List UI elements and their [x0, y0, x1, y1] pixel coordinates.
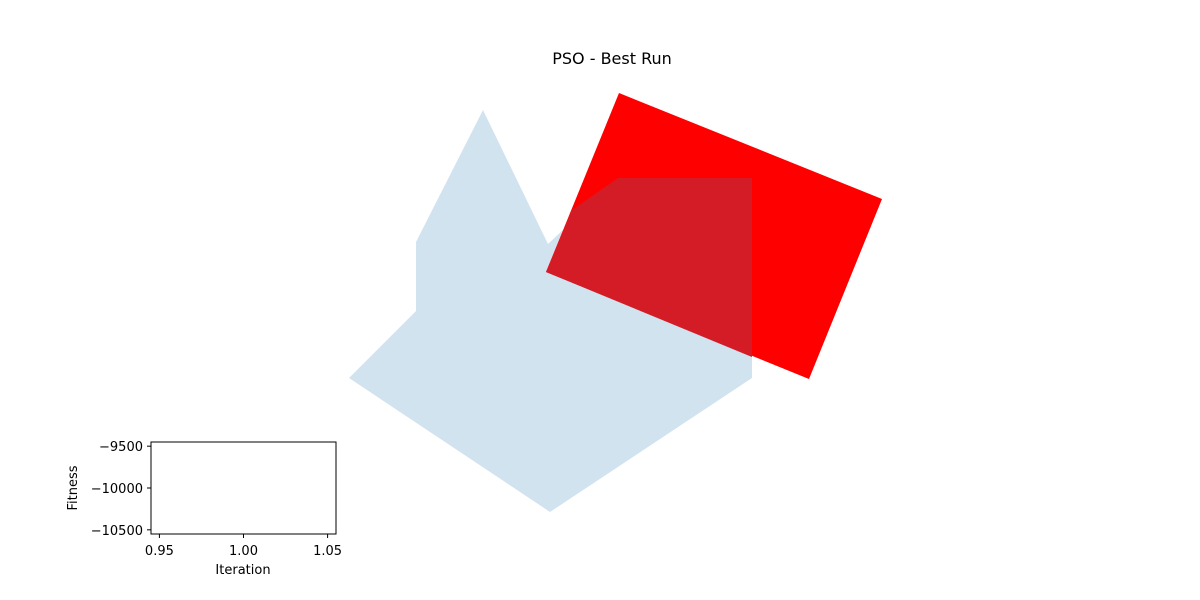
- inset-y-tick-label: −9500: [99, 440, 143, 455]
- region-overlap: [546, 178, 752, 357]
- inset-x-tick-label: 1.00: [229, 544, 258, 559]
- main-panel: [349, 93, 882, 512]
- inset-tick-group: 0.95 1.00 1.05 −9500 −10000 −10500: [91, 440, 342, 559]
- inset-x-axis-label: Iteration: [215, 563, 270, 578]
- inset-y-tick-label: −10000: [91, 482, 143, 497]
- inset-y-axis-label: Fitness: [66, 465, 81, 510]
- inset-y-tick-label: −10500: [91, 524, 143, 539]
- inset-x-tick-label: 1.05: [313, 544, 342, 559]
- fitness-inset: 0.95 1.00 1.05−9500−10000−10500 Iteration …: [66, 440, 342, 578]
- figure-title: PSO - Best Run: [552, 49, 672, 68]
- inset-x-tick-label: 0.95: [145, 544, 174, 559]
- inset-plot-frame: [150, 441, 337, 535]
